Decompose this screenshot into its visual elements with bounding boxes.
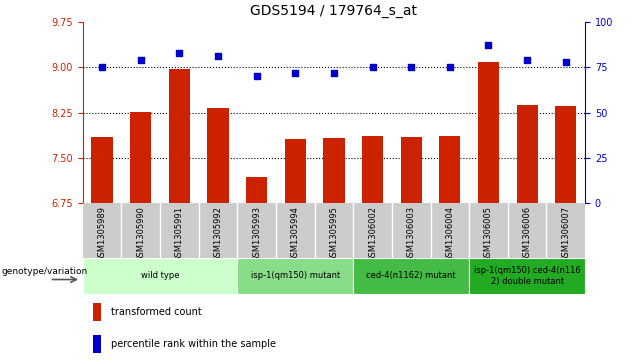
- Text: GSM1305989: GSM1305989: [97, 206, 106, 262]
- Bar: [285, 139, 306, 203]
- Text: GSM1306003: GSM1306003: [406, 206, 416, 262]
- Text: GSM1306002: GSM1306002: [368, 206, 377, 262]
- Point: [483, 42, 494, 48]
- Point: [135, 57, 146, 63]
- Point: [329, 70, 339, 76]
- Point: [522, 57, 532, 63]
- Text: GSM1306007: GSM1306007: [562, 206, 570, 262]
- Bar: [92, 137, 113, 203]
- Point: [251, 73, 261, 79]
- Point: [561, 59, 571, 65]
- Text: wild type: wild type: [141, 272, 179, 280]
- Bar: [401, 137, 422, 203]
- Text: GSM1305991: GSM1305991: [175, 206, 184, 262]
- Point: [174, 50, 184, 56]
- Point: [445, 64, 455, 70]
- Text: isp-1(qm150) mutant: isp-1(qm150) mutant: [251, 272, 340, 280]
- Text: ced-4(n1162) mutant: ced-4(n1162) mutant: [366, 272, 456, 280]
- Text: GSM1305995: GSM1305995: [329, 206, 338, 262]
- Bar: [439, 135, 460, 203]
- Point: [406, 64, 417, 70]
- Bar: [555, 106, 576, 203]
- Bar: [469, 258, 585, 294]
- Bar: [83, 258, 237, 294]
- Text: GSM1306004: GSM1306004: [445, 206, 454, 262]
- Bar: [237, 258, 353, 294]
- Bar: [323, 138, 345, 203]
- Point: [213, 53, 223, 59]
- Text: isp-1(qm150) ced-4(n116
2) double mutant: isp-1(qm150) ced-4(n116 2) double mutant: [474, 266, 581, 286]
- Text: percentile rank within the sample: percentile rank within the sample: [111, 339, 277, 349]
- Point: [368, 64, 378, 70]
- Bar: [130, 112, 151, 203]
- Text: GSM1306006: GSM1306006: [523, 206, 532, 262]
- Text: GSM1305992: GSM1305992: [214, 206, 223, 262]
- Text: GSM1305993: GSM1305993: [252, 206, 261, 262]
- Title: GDS5194 / 179764_s_at: GDS5194 / 179764_s_at: [251, 4, 417, 18]
- Point: [97, 64, 107, 70]
- Text: genotype/variation: genotype/variation: [2, 267, 88, 276]
- Bar: [516, 105, 538, 203]
- Text: GSM1306005: GSM1306005: [484, 206, 493, 262]
- Text: transformed count: transformed count: [111, 307, 202, 317]
- Bar: [362, 136, 383, 203]
- Bar: [207, 108, 228, 203]
- Bar: [93, 335, 101, 353]
- Text: GSM1305990: GSM1305990: [136, 206, 145, 262]
- Bar: [246, 177, 267, 203]
- Point: [290, 70, 300, 76]
- Bar: [353, 258, 469, 294]
- Bar: [478, 62, 499, 203]
- Text: GSM1305994: GSM1305994: [291, 206, 300, 262]
- Bar: [93, 303, 101, 322]
- Bar: [169, 69, 190, 203]
